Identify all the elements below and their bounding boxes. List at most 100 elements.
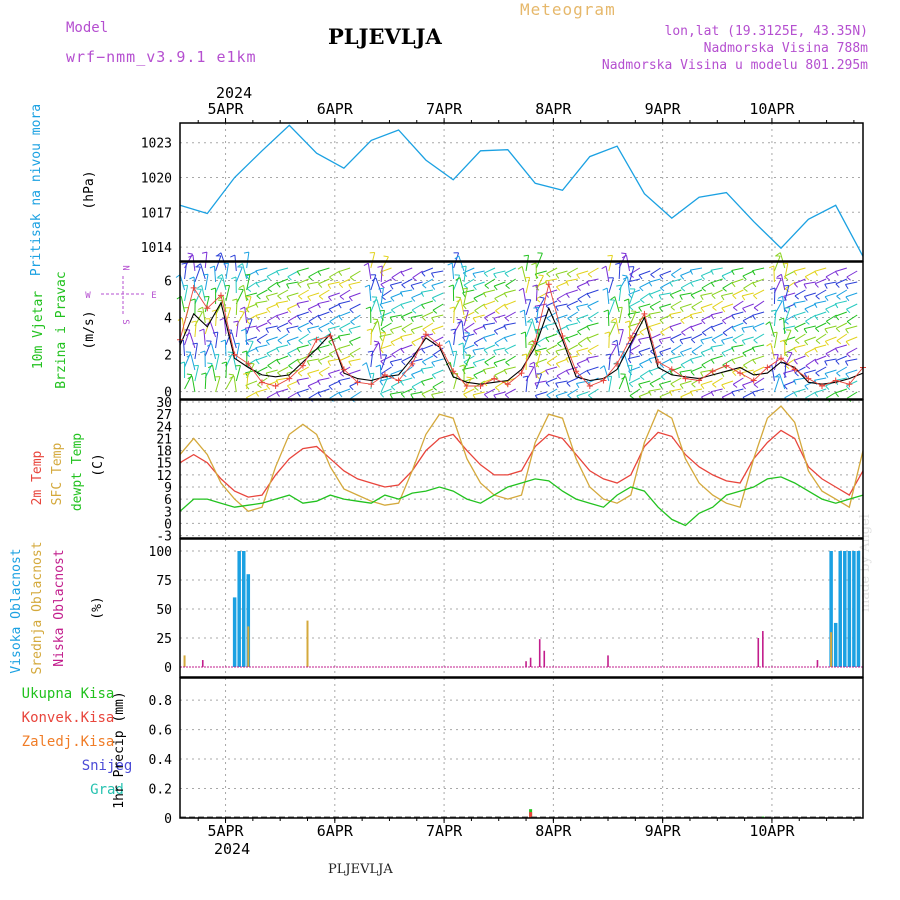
wind-barb-flag: [240, 328, 246, 332]
wind-barb: [463, 388, 475, 395]
wind-barb: [669, 278, 682, 283]
precip-legend-item: Ukupna Kisa: [22, 686, 115, 702]
wind-barb-flag: [607, 254, 613, 257]
wind-barb-flag: [472, 285, 477, 291]
wind-barb-flag: [527, 318, 533, 322]
wind-barb: [421, 311, 434, 318]
wind-barb-flag: [743, 287, 748, 292]
wind-barb: [731, 311, 744, 316]
wind-barb-flag: [256, 339, 262, 344]
wind-barb: [231, 332, 237, 349]
wind-barb-flag: [621, 252, 627, 255]
wind-barb-flag: [198, 306, 203, 310]
wind-barb-flag: [669, 391, 673, 396]
wind-barb: [648, 311, 661, 315]
wind-barb-flag: [379, 380, 384, 386]
wind-barb: [461, 321, 465, 338]
wind-barb-flag: [586, 370, 591, 376]
wind-barb-flag: [287, 320, 293, 325]
wind-barb: [194, 365, 199, 382]
wind-barb-flag: [752, 391, 756, 397]
wind-barb: [463, 288, 468, 305]
wind-barb: [182, 340, 186, 357]
cloud-high-axis-title: Visoka Oblacnost: [9, 548, 24, 673]
wind-barb-flag: [711, 294, 716, 300]
wind-barb-flag: [793, 392, 798, 397]
wind-barb: [464, 322, 475, 331]
wind-barb: [567, 388, 579, 396]
wind-barb-flag: [710, 346, 714, 352]
wind-barb-flag: [249, 362, 255, 365]
wind-barb: [472, 391, 485, 396]
wind-barb-flag: [566, 337, 571, 343]
wind-barb: [845, 325, 858, 330]
wind-barb-flag: [422, 284, 427, 289]
wind-barb: [659, 380, 672, 385]
wind-barb: [189, 332, 196, 349]
wind-barb-flag: [187, 375, 193, 380]
wind-barb-flag: [617, 306, 623, 309]
wind-barb-flag: [639, 376, 645, 381]
wind-barb-flag: [266, 308, 271, 313]
wind-barb-flag: [461, 265, 467, 268]
wind-barb: [680, 347, 692, 353]
wind-barb-flag: [400, 348, 405, 354]
wind-barb: [505, 355, 516, 363]
wind-barb-flag: [700, 295, 704, 301]
wind-barb: [473, 325, 485, 331]
wind-barb: [297, 355, 309, 361]
wind-barb: [545, 289, 558, 294]
wind-barb: [608, 255, 613, 272]
wind-barb: [483, 366, 496, 371]
wind-barb-flag: [669, 326, 674, 332]
wind-barb-flag: [266, 276, 271, 281]
wind-barb-flag: [753, 307, 759, 312]
wind-barb-flag: [239, 306, 245, 310]
wind-barb-flag: [473, 330, 478, 335]
wind-barb-flag: [318, 328, 323, 333]
wind-barb: [448, 340, 455, 357]
wind-barb-flag: [401, 361, 406, 366]
wind-gust-marker: [819, 383, 826, 390]
wind-barb-flag: [255, 347, 259, 353]
wind-barb-flag: [420, 336, 425, 342]
wind-barb: [184, 329, 191, 346]
wind-barb-flag: [803, 296, 808, 301]
wind-barb-flag: [238, 288, 244, 291]
wind-barb: [669, 355, 682, 360]
wind-barb-flag: [296, 271, 301, 276]
wind-barb-flag: [732, 339, 737, 344]
wind-barb: [659, 336, 672, 341]
wind-barb: [793, 344, 806, 349]
wind-barb: [618, 374, 626, 390]
wind-gust-marker: [231, 351, 238, 358]
station-title: PLJEVLJA: [328, 24, 442, 49]
wind-barb-flag: [232, 298, 238, 301]
wind-barb: [525, 321, 533, 338]
wind-barb-flag: [546, 350, 551, 355]
wind-barb: [535, 284, 538, 302]
cloud-unit-label: (%): [90, 596, 105, 619]
wind-barb-flag: [379, 336, 383, 342]
wind-barb: [215, 278, 223, 294]
wind-barb: [245, 270, 258, 277]
wind-barb: [338, 333, 351, 337]
wind-barb-flag: [835, 360, 840, 365]
cloud-bar-high: [856, 551, 861, 667]
wind-barb-flag: [306, 284, 311, 289]
wind-barb-flag: [411, 374, 416, 379]
wind-barb: [650, 344, 661, 352]
temperature-tick-label: 9: [164, 481, 172, 496]
wind-gust-marker: [532, 338, 539, 345]
wind-barb-flag: [712, 383, 717, 388]
wind-barb-flag: [639, 331, 644, 336]
wind-barb-flag: [721, 340, 725, 345]
wind-barb-flag: [544, 280, 549, 286]
wind-barb-flag: [276, 315, 281, 321]
wind-barb: [753, 377, 765, 385]
wind-barb-flag: [555, 383, 559, 388]
wind-gust-marker: [354, 379, 361, 386]
wind-barb-flag: [742, 275, 747, 281]
wind-barb-flag: [625, 342, 632, 345]
wind-barb: [329, 347, 341, 355]
